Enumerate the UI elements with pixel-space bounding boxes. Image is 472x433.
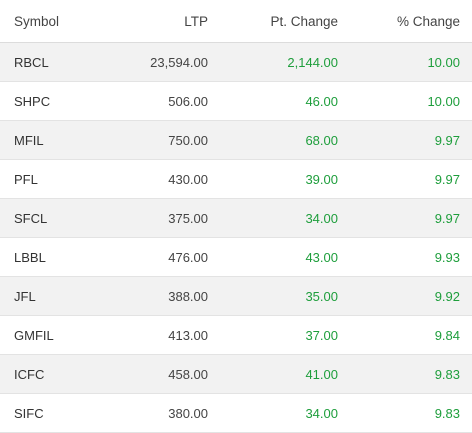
ltp-cell: 388.00: [94, 276, 208, 316]
table-row[interactable]: MFIL 750.00 68.00 9.97: [0, 120, 472, 160]
pct-change-cell: 9.92: [338, 276, 472, 316]
pct-change-cell: 9.93: [338, 237, 472, 277]
ltp-cell: 458.00: [94, 354, 208, 394]
pt-change-cell: 2,144.00: [208, 42, 338, 82]
column-header-symbol[interactable]: Symbol: [0, 0, 94, 43]
pt-change-cell: 46.00: [208, 81, 338, 121]
column-header-pct-change[interactable]: % Change: [338, 0, 472, 43]
symbol-cell[interactable]: ICFC: [0, 354, 94, 394]
pt-change-cell: 39.00: [208, 159, 338, 199]
ltp-cell: 380.00: [94, 393, 208, 433]
pt-change-cell: 34.00: [208, 198, 338, 238]
pt-change-cell: 41.00: [208, 354, 338, 394]
pt-change-cell: 68.00: [208, 120, 338, 160]
symbol-cell[interactable]: SIFC: [0, 393, 94, 433]
ltp-cell: 750.00: [94, 120, 208, 160]
table-row[interactable]: RBCL 23,594.00 2,144.00 10.00: [0, 42, 472, 82]
table-header: Symbol LTP Pt. Change % Change: [0, 0, 472, 43]
symbol-cell[interactable]: MFIL: [0, 120, 94, 160]
symbol-cell[interactable]: JFL: [0, 276, 94, 316]
pct-change-cell: 9.83: [338, 354, 472, 394]
column-header-ltp[interactable]: LTP: [94, 0, 208, 43]
table-row[interactable]: GMFIL 413.00 37.00 9.84: [0, 315, 472, 355]
table-row[interactable]: PFL 430.00 39.00 9.97: [0, 159, 472, 199]
table-row[interactable]: SIFC 380.00 34.00 9.83: [0, 393, 472, 433]
pct-change-cell: 10.00: [338, 42, 472, 82]
symbol-cell[interactable]: LBBL: [0, 237, 94, 277]
ltp-cell: 430.00: [94, 159, 208, 199]
symbol-cell[interactable]: PFL: [0, 159, 94, 199]
table-row[interactable]: SHPC 506.00 46.00 10.00: [0, 81, 472, 121]
pct-change-cell: 9.84: [338, 315, 472, 355]
pt-change-cell: 43.00: [208, 237, 338, 277]
table-row[interactable]: JFL 388.00 35.00 9.92: [0, 276, 472, 316]
ltp-cell: 413.00: [94, 315, 208, 355]
ltp-cell: 23,594.00: [94, 42, 208, 82]
table-row[interactable]: LBBL 476.00 43.00 9.93: [0, 237, 472, 277]
pct-change-cell: 10.00: [338, 81, 472, 121]
symbol-cell[interactable]: SHPC: [0, 81, 94, 121]
column-header-pt-change[interactable]: Pt. Change: [208, 0, 338, 43]
ltp-cell: 506.00: [94, 81, 208, 121]
pt-change-cell: 34.00: [208, 393, 338, 433]
table-row[interactable]: SFCL 375.00 34.00 9.97: [0, 198, 472, 238]
pt-change-cell: 35.00: [208, 276, 338, 316]
pct-change-cell: 9.97: [338, 120, 472, 160]
pct-change-cell: 9.97: [338, 198, 472, 238]
pct-change-cell: 9.97: [338, 159, 472, 199]
table-body: RBCL 23,594.00 2,144.00 10.00 SHPC 506.0…: [0, 42, 472, 433]
ltp-cell: 476.00: [94, 237, 208, 277]
ltp-cell: 375.00: [94, 198, 208, 238]
pct-change-cell: 9.83: [338, 393, 472, 433]
header-row: Symbol LTP Pt. Change % Change: [0, 0, 472, 43]
symbol-cell[interactable]: GMFIL: [0, 315, 94, 355]
pt-change-cell: 37.00: [208, 315, 338, 355]
symbol-cell[interactable]: RBCL: [0, 42, 94, 82]
symbol-cell[interactable]: SFCL: [0, 198, 94, 238]
table-row[interactable]: ICFC 458.00 41.00 9.83: [0, 354, 472, 394]
